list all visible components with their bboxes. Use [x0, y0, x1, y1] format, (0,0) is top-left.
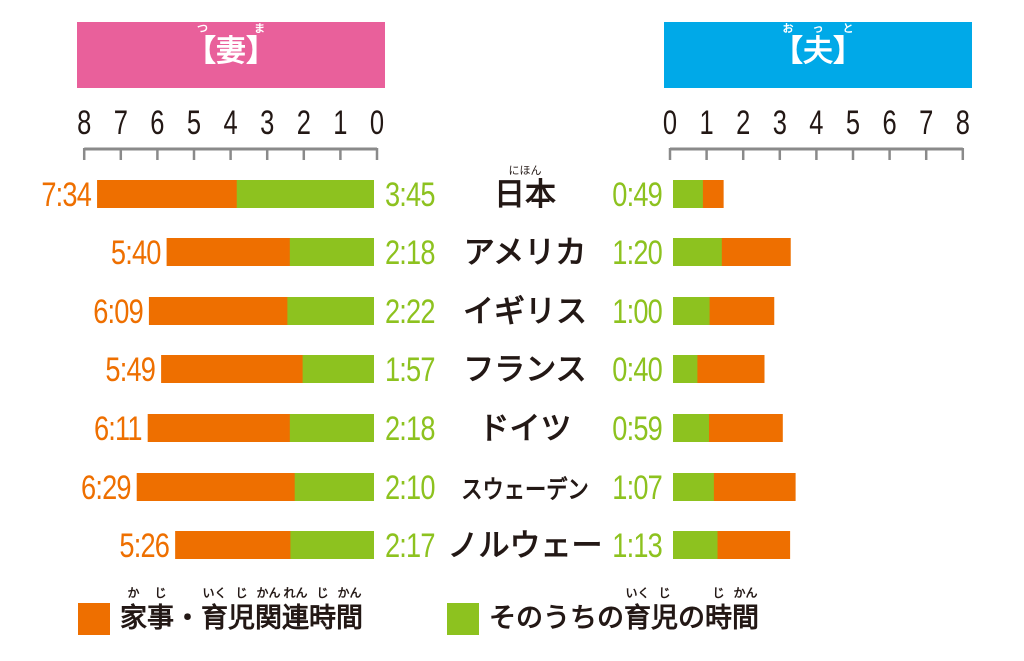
wife-housework-label: 5:49	[105, 350, 155, 389]
legend-ruby	[489, 587, 624, 599]
country-label: フランス	[463, 352, 586, 388]
husband-childcare-label: 0:49	[612, 175, 662, 214]
wife-childcare-bar	[289, 238, 374, 266]
wife-header-ruby: つま	[186, 22, 276, 35]
country-label: イギリス	[463, 294, 587, 330]
husband-childcare-bar	[673, 414, 709, 442]
wife-childcare-bar	[290, 531, 374, 559]
legend-text-housework: かじいくじかん れんじかん 家事・育児関連時間	[120, 587, 363, 638]
husband-header-label: 【夫】	[773, 34, 863, 69]
wife-housework-label: 6:29	[81, 468, 131, 507]
husband-tick-label: 2	[736, 105, 750, 142]
country-label: ノルウェー	[448, 528, 603, 564]
wife-header-label: 【妻】	[186, 34, 276, 69]
wife-childcare-label: 3:45	[385, 175, 435, 214]
husband-header: 【夫】おっと	[664, 22, 972, 88]
country-label: スウェーデン	[461, 475, 588, 504]
legend-swatch-housework	[78, 603, 110, 635]
wife-childcare-label: 1:57	[385, 350, 435, 389]
legend-ruby: じ	[316, 586, 329, 600]
wife-tick-label: 0	[370, 105, 384, 142]
husband-childcare-bar	[673, 473, 714, 501]
husband-childcare-bar	[673, 297, 710, 325]
legend-ruby: れん	[283, 586, 308, 600]
husband-childcare-label: 1:00	[612, 292, 662, 331]
husband-tick-label: 1	[700, 105, 714, 142]
husband-childcare-bar	[673, 180, 703, 208]
wife-housework-label: 5:40	[111, 233, 161, 272]
wife-tick-label: 1	[333, 105, 347, 142]
husband-tick-label: 6	[883, 105, 897, 142]
legend-ruby: か	[127, 586, 140, 600]
husband-childcare-bar	[673, 355, 698, 383]
legend-ruby: じ	[712, 586, 725, 600]
country-label: アメリカ	[464, 235, 586, 271]
legend-ruby-childcare: いくじじかん	[489, 587, 759, 599]
wife-housework-label: 5:26	[119, 526, 169, 565]
legend-ruby: かん	[337, 586, 362, 600]
wife-housework-label: 6:11	[94, 409, 142, 448]
legend-childcare: いくじじかん そのうちの育児の時間	[447, 587, 759, 638]
country-label: 日本	[494, 177, 556, 213]
husband-tick-label: 0	[663, 105, 677, 142]
husband-childcare-label: 0:40	[612, 350, 662, 389]
legend-text-childcare: いくじじかん そのうちの育児の時間	[489, 587, 759, 638]
legend-ruby: かん	[733, 586, 758, 600]
wife-tick-label: 8	[77, 105, 91, 142]
wife-tick-label: 5	[187, 105, 201, 142]
legend-ruby	[174, 587, 201, 599]
legend-ruby	[678, 587, 705, 599]
wife-childcare-label: 2:18	[385, 409, 435, 448]
wife-childcare-bar	[289, 414, 374, 442]
husband-childcare-label: 1:13	[612, 526, 662, 565]
wife-tick-label: 3	[260, 105, 274, 142]
husband-tick-label: 8	[956, 105, 970, 142]
country-ruby: にほん	[509, 164, 542, 177]
husband-childcare-label: 1:07	[612, 468, 662, 507]
husband-tick-label: 4	[809, 105, 823, 142]
wife-childcare-label: 2:18	[385, 233, 435, 272]
legend-ruby: じ	[235, 586, 248, 600]
wife-tick-label: 2	[297, 105, 311, 142]
legend-ruby-housework: かじいくじかん れんじかん	[120, 587, 363, 599]
husband-tick-label: 5	[846, 105, 860, 142]
country-label: ドイツ	[479, 411, 572, 447]
wife-housework-label: 6:09	[93, 292, 143, 331]
legend-ruby: いく	[202, 586, 227, 600]
wife-childcare-bar	[294, 473, 374, 501]
wife-childcare-label: 2:22	[385, 292, 435, 331]
wife-tick-label: 7	[114, 105, 128, 142]
husband-childcare-bar	[673, 238, 722, 266]
husband-childcare-label: 1:20	[612, 233, 662, 272]
legend-label-childcare: そのうちの育児の時間	[489, 603, 759, 634]
wife-childcare-label: 2:17	[385, 526, 435, 565]
husband-tick-label: 7	[919, 105, 933, 142]
husband-childcare-label: 0:59	[612, 409, 662, 448]
wife-tick-label: 4	[224, 105, 238, 142]
husband-header-ruby: おっと	[773, 22, 863, 35]
wife-childcare-bar	[302, 355, 374, 383]
legend-housework: かじいくじかん れんじかん 家事・育児関連時間	[78, 587, 363, 638]
wife-housework-label: 7:34	[41, 175, 91, 214]
wife-header: 【妻】つま	[77, 22, 385, 88]
legend-label-housework: 家事・育児関連時間	[120, 603, 363, 634]
wife-tick-label: 6	[150, 105, 164, 142]
legend-ruby: いく	[625, 586, 650, 600]
legend-swatch-childcare	[447, 603, 479, 635]
husband-tick-label: 3	[773, 105, 787, 142]
wife-childcare-label: 2:10	[385, 468, 435, 507]
legend-ruby: じ	[658, 586, 671, 600]
wife-childcare-bar	[287, 297, 374, 325]
wife-childcare-bar	[236, 180, 374, 208]
legend-ruby: じ	[154, 586, 167, 600]
husband-childcare-bar	[673, 531, 718, 559]
legend-ruby: かん	[256, 586, 281, 600]
